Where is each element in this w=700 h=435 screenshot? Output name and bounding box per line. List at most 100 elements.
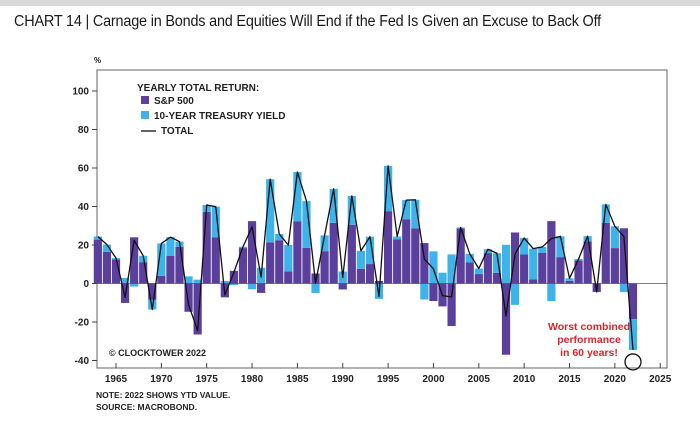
total-series-line xyxy=(97,165,634,350)
bar-sp500-2022 xyxy=(628,283,638,320)
bar-sp500-2004 xyxy=(465,262,474,284)
bar-sp500-1983 xyxy=(275,240,284,284)
y-tick-label: 100 xyxy=(72,87,89,98)
bar-sp500-1965 xyxy=(111,259,121,284)
x-axis: 1965 1970 1975 1980 1985 1990 1995 2000 2005 2010… xyxy=(105,363,672,385)
bar-treasury-1977 xyxy=(220,281,229,284)
x-tick-label: 1965 xyxy=(105,374,128,385)
bar-sp500-2012 xyxy=(538,252,547,284)
bar-treasury-1987 xyxy=(311,283,320,294)
bar-treasury-1969 xyxy=(148,299,157,310)
bar-sp500-1991 xyxy=(347,224,356,284)
bar-treasury-1971 xyxy=(166,237,175,256)
bar-treasury-1985 xyxy=(293,172,302,222)
y-tick-label: 80 xyxy=(78,125,90,136)
bar-sp500-2020 xyxy=(610,248,619,284)
bar-treasury-2013 xyxy=(547,283,556,302)
bar-sp500-1967 xyxy=(130,237,139,284)
bar-sp500-2006 xyxy=(483,253,492,284)
bar-sp500-1971 xyxy=(166,255,175,284)
chart-title: CHART 14 | Carnage in Bonds and Equities… xyxy=(14,13,601,30)
bar-treasury-2010 xyxy=(520,238,529,255)
bar-treasury-1996 xyxy=(393,236,402,240)
bar-sp500-1989 xyxy=(329,222,338,284)
x-tick-label: 1975 xyxy=(196,374,219,385)
bar-sp500-1968 xyxy=(139,262,148,284)
bar-treasury-2006 xyxy=(483,249,492,254)
legend-label-treasury: 10-YEAR TREASURY YIELD xyxy=(154,111,286,122)
legend-swatch-sp500 xyxy=(141,96,149,104)
y-tick-label: 20 xyxy=(78,241,90,252)
bar-treasury-2014 xyxy=(556,236,565,258)
bar-sp500-1999 xyxy=(420,243,429,284)
x-tick-label: 2020 xyxy=(604,374,627,385)
bar-sp500-1966 xyxy=(120,283,130,303)
bar-sp500-1972 xyxy=(175,246,184,284)
bar-sp500-2016 xyxy=(574,260,583,284)
bar-treasury-2008 xyxy=(501,244,511,284)
x-tick-label: 1985 xyxy=(286,374,309,385)
bar-sp500-2000 xyxy=(429,283,438,302)
bar-treasury-2004 xyxy=(465,253,474,263)
y-tick-label: 60 xyxy=(78,164,90,175)
top-divider xyxy=(0,0,700,6)
bar-treasury-1993 xyxy=(365,236,375,265)
bar-sp500-1981 xyxy=(257,283,266,293)
bar-sp500-1970 xyxy=(157,275,166,284)
bar-sp500-1998 xyxy=(411,228,420,284)
bar-treasury-1973 xyxy=(184,276,193,284)
annotation-line-3: in 60 years! xyxy=(560,347,618,359)
bar-treasury-1998 xyxy=(411,199,420,229)
bar-treasury-1991 xyxy=(347,195,356,225)
bar-sp500-1982 xyxy=(266,242,275,284)
x-tick-label: 1990 xyxy=(332,374,355,385)
bar-sp500-2014 xyxy=(556,257,565,284)
bar-sp500-1992 xyxy=(356,268,365,284)
y-tick-label: 0 xyxy=(83,279,89,290)
bar-sp500-1984 xyxy=(284,271,293,284)
x-tick-label: 1980 xyxy=(241,374,264,385)
bar-sp500-1994 xyxy=(374,281,384,284)
bar-treasury-1980 xyxy=(247,283,257,290)
bar-treasury-1986 xyxy=(302,201,311,248)
bar-treasury-1989 xyxy=(329,188,338,223)
legend-label-sp500: S&P 500 xyxy=(154,96,194,107)
bar-sp500-1964 xyxy=(102,251,112,284)
y-tick-label: 40 xyxy=(78,202,90,213)
bar-sp500-2007 xyxy=(492,272,502,284)
bar-treasury-1984 xyxy=(284,245,293,272)
bar-sp500-1976 xyxy=(211,237,220,284)
bar-sp500-2005 xyxy=(474,274,483,284)
legend-title: YEARLY TOTAL RETURN: xyxy=(137,83,259,94)
x-tick-label: 2000 xyxy=(422,374,445,385)
x-tick-label: 2025 xyxy=(649,374,672,385)
bar-sp500-1973 xyxy=(184,283,193,312)
bar-treasury-2011 xyxy=(529,248,538,280)
annotation-line-1: Worst combined xyxy=(548,321,630,333)
bar-sp500-1980 xyxy=(247,221,257,284)
y-tick-label: -40 xyxy=(75,356,90,367)
bar-treasury-1978 xyxy=(229,283,239,286)
bar-treasury-2005 xyxy=(474,268,483,275)
x-tick-label: 1970 xyxy=(150,374,173,385)
bar-sp500-2021 xyxy=(619,228,629,284)
bar-treasury-1988 xyxy=(320,235,329,252)
bar-treasury-1970 xyxy=(157,243,166,276)
bar-sp500-1988 xyxy=(320,251,329,284)
bar-treasury-1963 xyxy=(93,236,102,240)
x-tick-label: 2005 xyxy=(468,374,491,385)
bar-sp500-2013 xyxy=(547,221,556,284)
bar-sp500-2010 xyxy=(520,254,529,284)
bar-sp500-2019 xyxy=(601,222,610,284)
bar-treasury-1976 xyxy=(211,206,220,238)
bar-sp500-1978 xyxy=(229,270,239,284)
annotation: Worst combined performance in 60 years! xyxy=(548,321,642,371)
annotation-circle xyxy=(624,353,642,371)
bar-treasury-1964 xyxy=(102,244,112,252)
plot-frame xyxy=(96,69,668,369)
bar-treasury-2001 xyxy=(438,272,447,284)
annotation-line-2: performance xyxy=(557,334,621,346)
bar-treasury-2012 xyxy=(538,246,547,253)
bar-sp500-2017 xyxy=(583,241,592,284)
